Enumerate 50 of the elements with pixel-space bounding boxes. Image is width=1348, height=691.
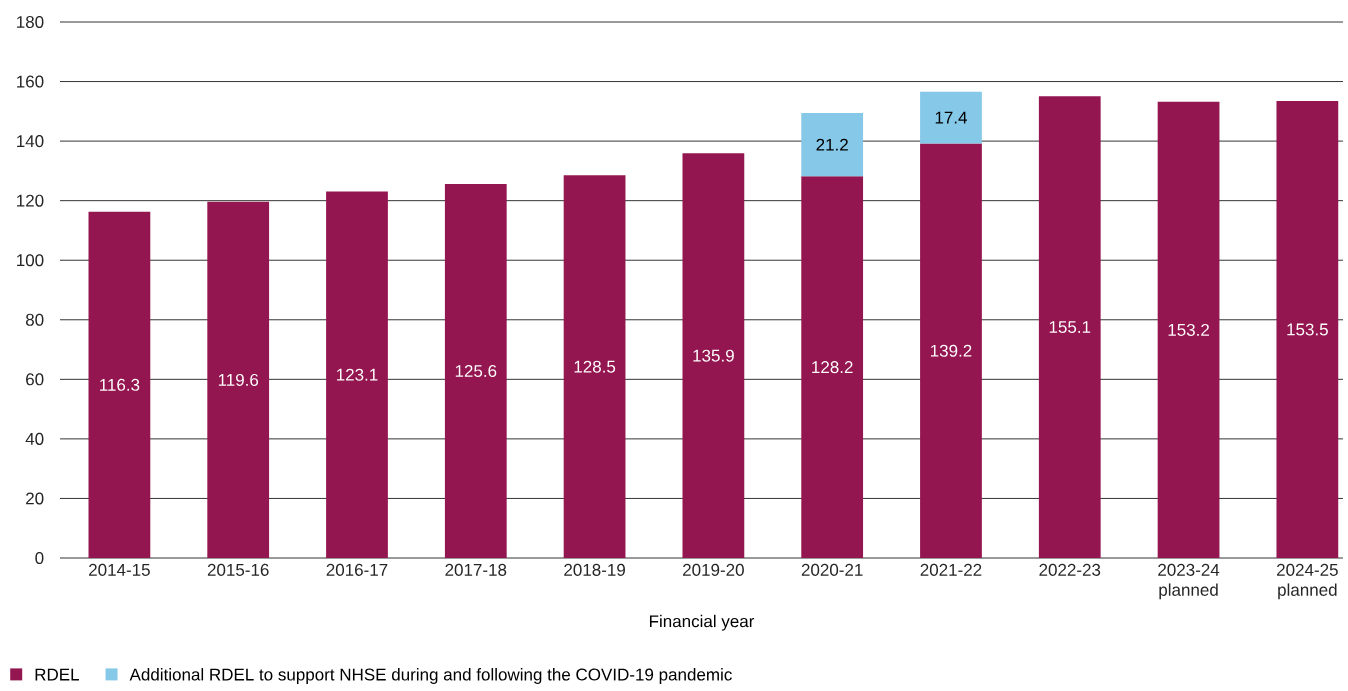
bar <box>1276 100 1339 558</box>
bar <box>563 175 626 558</box>
bar <box>1157 101 1220 558</box>
x-tick-label: 2019-20 <box>683 563 744 576</box>
y-tick-label: 60 <box>26 373 44 386</box>
bar <box>801 113 864 177</box>
data-label: 119.6 <box>218 373 259 386</box>
bar <box>88 211 151 558</box>
x-tick-label: 2017-18 <box>445 563 507 576</box>
x-tick-label: 2024-25 planned <box>1277 563 1338 600</box>
legend-label: Additional RDEL to support NHSE during and following the COVID-19 pandemic <box>129 668 732 684</box>
y-tick-label: 120 <box>17 194 44 207</box>
y-tick-label: 80 <box>25 313 44 326</box>
data-label: 153.5 <box>1287 323 1328 336</box>
x-tick-label: 2023-24 planned <box>1158 563 1220 600</box>
y-tick-label: 180 <box>17 15 44 29</box>
y-tick-label: 40 <box>25 432 44 445</box>
bar <box>920 91 982 144</box>
data-label: 123.1 <box>337 368 378 381</box>
x-tick-label: 2015-16 <box>207 563 269 576</box>
y-tick-label: 0 <box>35 551 44 565</box>
y-tick-label: 100 <box>17 254 44 267</box>
bar <box>207 201 270 558</box>
bar <box>444 183 507 558</box>
data-label: 125.6 <box>455 364 497 378</box>
data-label: 17.4 <box>935 111 968 124</box>
data-label: 21.2 <box>816 138 848 151</box>
data-label: 155.1 <box>1049 321 1091 334</box>
x-tick-label: 2020-21 <box>801 563 863 576</box>
y-tick-label: 160 <box>17 75 44 88</box>
x-tick-label: 2014-15 <box>89 563 150 576</box>
bar <box>801 176 864 558</box>
x-axis-title: Financial year <box>649 614 755 631</box>
data-label: 116.3 <box>100 378 140 391</box>
data-label: 128.2 <box>812 361 853 374</box>
bar <box>1038 96 1101 558</box>
data-label: 139.2 <box>931 344 972 357</box>
x-tick-label: 2016-17 <box>326 563 388 576</box>
x-tick-label: 2021-22 <box>920 563 982 576</box>
x-tick-label: 2022-23 <box>1039 563 1101 576</box>
bar <box>682 153 745 558</box>
data-label: 135.9 <box>693 349 734 362</box>
y-tick-label: 140 <box>17 135 44 148</box>
data-label: 153.2 <box>1168 323 1209 336</box>
y-tick-label: 20 <box>26 492 44 505</box>
bar <box>326 191 388 558</box>
bar <box>920 143 982 558</box>
data-label: 128.5 <box>574 360 616 373</box>
x-tick-label: 2018-19 <box>564 563 625 576</box>
legend-label: RDEL <box>35 668 79 681</box>
